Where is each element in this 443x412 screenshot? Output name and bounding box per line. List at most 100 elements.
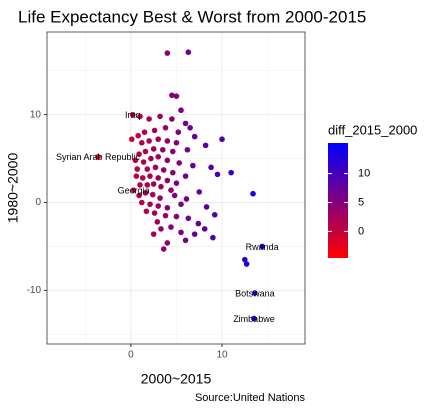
point [173, 180, 180, 186]
point [173, 93, 180, 99]
point [208, 164, 214, 171]
point [136, 151, 142, 157]
x-tick-label: 10 [216, 350, 228, 361]
point [139, 175, 146, 181]
x-axis-title: 2000~2015 [141, 371, 212, 387]
point [160, 167, 167, 173]
point [160, 246, 167, 252]
point [152, 164, 159, 171]
point [176, 160, 182, 166]
point [137, 113, 143, 120]
point-label: Zimbabwe [233, 314, 275, 324]
point [187, 124, 193, 131]
point [203, 204, 210, 210]
point [148, 155, 154, 162]
plot-panel [47, 32, 305, 344]
point [251, 315, 257, 322]
point [130, 187, 137, 193]
point [162, 124, 169, 131]
point [150, 146, 157, 152]
point [154, 219, 161, 225]
point-label: Syrian Arab Republic [56, 152, 141, 162]
point [185, 215, 192, 222]
point [144, 182, 151, 188]
y-tick-label: 0 [35, 197, 41, 208]
point [133, 173, 140, 179]
point [202, 142, 209, 149]
point [182, 237, 189, 244]
point [210, 234, 216, 241]
point [136, 192, 142, 199]
point-label: Botswana [235, 288, 275, 298]
point [149, 191, 156, 198]
point [170, 148, 176, 155]
point [147, 201, 153, 208]
point [151, 210, 158, 216]
point [150, 181, 157, 187]
point [137, 182, 143, 188]
point [146, 138, 152, 144]
point [155, 203, 162, 209]
point [173, 139, 180, 146]
point [132, 157, 139, 164]
point-label: Rwanda [246, 242, 279, 252]
point [164, 177, 171, 184]
point [170, 169, 176, 176]
legend-title: diff_2015_2000 [328, 122, 417, 137]
point [144, 166, 151, 172]
point [201, 226, 208, 232]
point [214, 171, 221, 178]
point [191, 231, 198, 237]
point [158, 183, 164, 190]
chart-title: Life Expectancy Best & Worst from 2000-2… [18, 7, 366, 26]
point [219, 136, 225, 143]
point [169, 92, 175, 99]
point [157, 113, 163, 120]
point [182, 120, 189, 127]
y-tick-label: -10 [27, 285, 42, 296]
point [196, 189, 203, 195]
point [171, 192, 178, 199]
point [129, 111, 136, 118]
point [175, 129, 182, 135]
point [184, 146, 191, 153]
point [142, 148, 149, 155]
point [147, 173, 153, 179]
y-axis-title: 1980~2000 [5, 153, 21, 224]
point [190, 162, 196, 169]
point [158, 226, 164, 232]
point [182, 173, 189, 179]
point [173, 213, 180, 220]
point [157, 195, 163, 201]
point [178, 229, 184, 236]
point [139, 199, 145, 206]
point [164, 50, 171, 56]
point [155, 136, 162, 143]
point [178, 201, 184, 208]
plot-border [46, 31, 306, 345]
point [140, 159, 147, 165]
point-label: Iraq [125, 110, 141, 120]
point [250, 190, 256, 197]
point [139, 139, 145, 146]
point [164, 157, 171, 164]
colorbar-tick-label: 5 [358, 196, 364, 208]
caption: Source:United Nations [195, 392, 306, 404]
point [164, 240, 171, 246]
colorbar [328, 143, 348, 258]
point [169, 116, 175, 122]
point [155, 154, 162, 160]
point [135, 132, 141, 139]
point [185, 49, 192, 56]
point [134, 166, 141, 172]
point [146, 116, 152, 122]
point [150, 231, 157, 237]
point-label: Georgia [118, 186, 150, 196]
point [178, 107, 184, 114]
point [155, 175, 162, 181]
point [243, 261, 250, 267]
point [191, 133, 198, 140]
point [252, 290, 258, 296]
point [164, 204, 171, 211]
